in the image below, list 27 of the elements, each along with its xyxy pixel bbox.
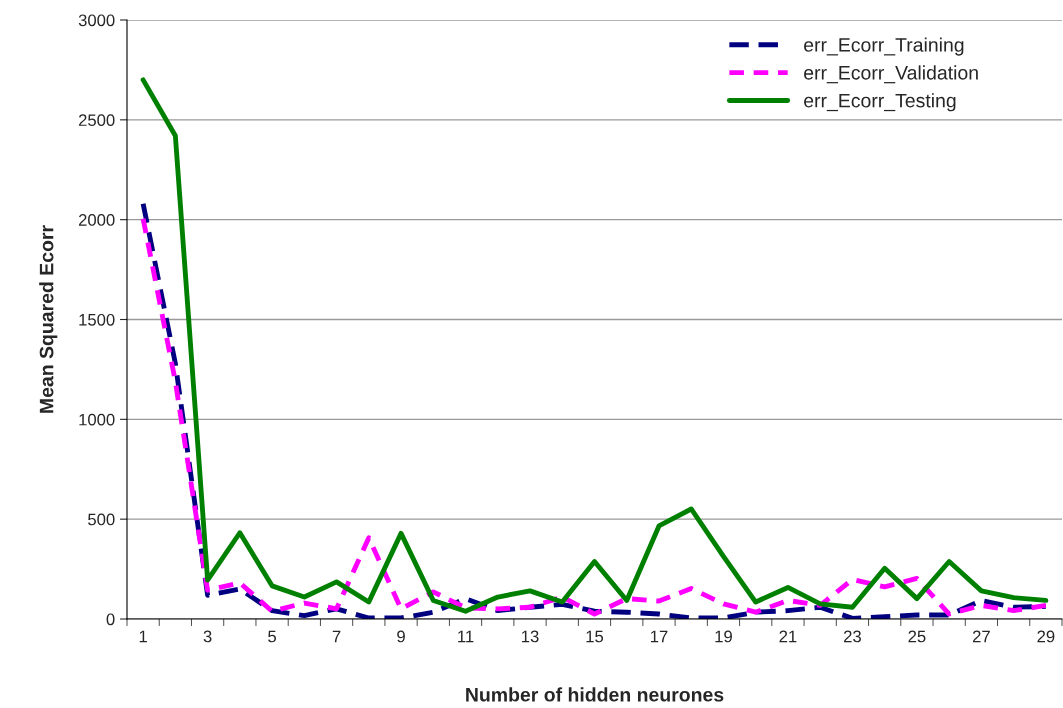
legend-label: err_Ecorr_Validation xyxy=(804,65,978,84)
x-tick-label: 21 xyxy=(779,630,797,643)
y-tick-label: 1500 xyxy=(79,313,115,326)
x-tick-label: 19 xyxy=(715,630,732,643)
y-tick-label: 3000 xyxy=(78,14,115,27)
legend-label: err_Ecorr_Testing xyxy=(804,93,956,112)
x-tick-label: 25 xyxy=(908,630,926,643)
x-tick-label: 9 xyxy=(397,630,405,643)
x-tick-label: 13 xyxy=(522,630,539,643)
x-tick-label: 27 xyxy=(972,630,990,643)
y-tick-label: 0 xyxy=(106,613,115,626)
x-tick-label: 5 xyxy=(268,630,277,643)
y-tick-label: 2500 xyxy=(78,114,115,127)
y-axis-title: Mean Squared Ecorr xyxy=(39,225,58,413)
x-tick-label: 7 xyxy=(332,630,341,643)
x-tick-label: 1 xyxy=(139,630,147,643)
x-tick-label: 3 xyxy=(203,630,212,643)
x-axis-title: Number of hidden neurones xyxy=(466,687,724,702)
x-tick-label: 23 xyxy=(844,630,861,643)
y-tick-label: 1000 xyxy=(79,413,115,426)
y-tick-label: 2000 xyxy=(78,214,115,226)
x-tick-label: 29 xyxy=(1037,630,1055,643)
x-tick-label: 15 xyxy=(586,630,604,643)
x-tick-label: 17 xyxy=(650,630,668,643)
y-tick-label: 500 xyxy=(88,513,115,526)
legend-label: err_Ecorr_Training xyxy=(804,37,964,56)
x-tick-label: 11 xyxy=(458,630,474,643)
